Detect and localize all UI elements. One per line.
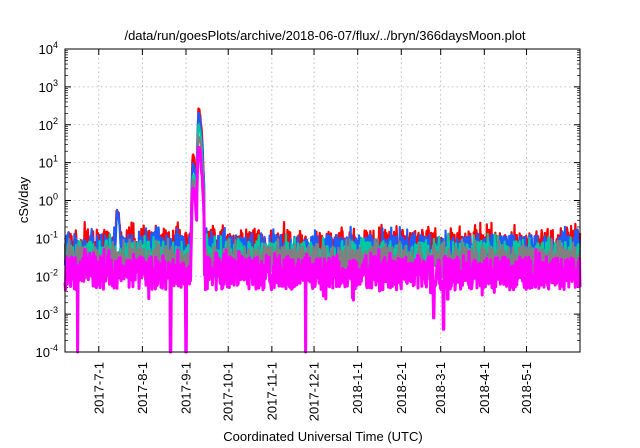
y-tick-label: 10-2: [36, 267, 58, 284]
x-tick-label: 2018-2-1: [394, 362, 409, 414]
y-tick-label: 10-1: [36, 229, 58, 246]
x-tick-label: 2017-12-1: [307, 362, 322, 421]
grid-lines: [65, 49, 580, 352]
plot-frame: [64, 48, 581, 353]
x-tick-label: 2018-3-1: [433, 362, 448, 414]
x-tick-label: 2018-1-1: [350, 362, 365, 414]
y-tick-label: 104: [39, 40, 58, 57]
y-axis-label: cSv/day: [16, 176, 31, 223]
x-tick-labels: 2017-7-1 2017-8-1 2017-9-1 2017-10-1 2017-11…: [91, 362, 534, 421]
x-tick-label: 2017-7-1: [91, 362, 106, 414]
y-tick-labels: 10-4 10-3 10-2 10-1 100 101 102 103 104: [36, 40, 58, 360]
y-tick-label: 10-4: [36, 343, 58, 360]
x-tick-label: 2017-8-1: [135, 362, 150, 414]
x-tick-label: 2017-9-1: [179, 362, 194, 414]
y-tick-label: 10-3: [36, 305, 58, 322]
x-axis-label: Coordinated Universal Time (UTC): [223, 429, 422, 444]
x-tick-label: 2018-5-1: [519, 362, 534, 414]
y-tick-label: 103: [39, 78, 58, 95]
series-line: [63, 145, 582, 354]
x-tick-label: 2017-10-1: [221, 362, 236, 421]
series-layer: [63, 107, 582, 354]
x-tick-label: 2018-4-1: [477, 362, 492, 414]
y-tick-label: 101: [39, 154, 58, 171]
y-tick-label: 102: [39, 116, 58, 133]
chart-title: /data/run/goesPlots/archive/2018-06-07/f…: [124, 28, 525, 43]
y-tick-label: 100: [39, 192, 58, 209]
x-tick-label: 2017-11-1: [264, 362, 279, 420]
